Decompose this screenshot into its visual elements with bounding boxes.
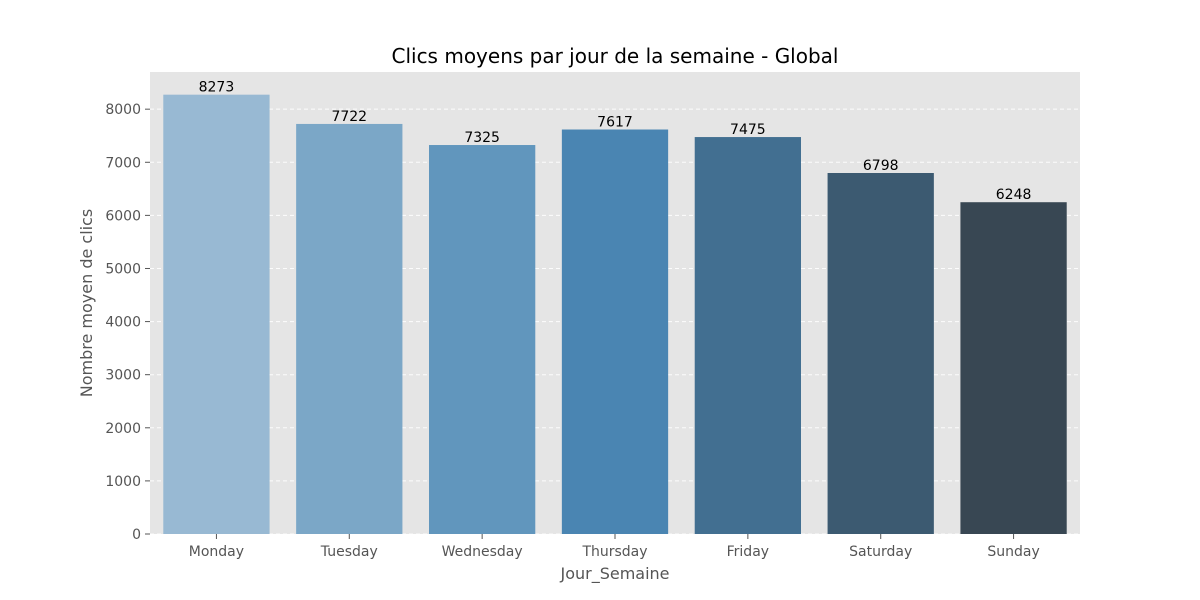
bar-sunday <box>960 202 1067 534</box>
y-tick-label: 7000 <box>105 155 141 171</box>
x-tick-label: Monday <box>189 544 244 560</box>
x-tick-label: Thursday <box>581 544 647 560</box>
y-tick-label: 0 <box>132 527 141 543</box>
bar-friday <box>694 137 801 534</box>
bar-wednesday <box>429 145 536 534</box>
bar-value-label: 6798 <box>863 158 899 174</box>
x-tick-label: Saturday <box>849 544 912 560</box>
data-labels: 8273 7722 7325 7617 7475 6798 6248 <box>199 80 1032 204</box>
bar-value-label: 6248 <box>996 187 1032 203</box>
bar-saturday <box>827 173 934 535</box>
x-tick-label: Tuesday <box>320 544 378 560</box>
y-tick-label: 1000 <box>105 474 141 490</box>
bar-value-label: 8273 <box>199 80 235 96</box>
y-axis-label: Nombre moyen de clics <box>77 209 96 397</box>
bar-value-label: 7475 <box>730 122 766 138</box>
chart-title: Clics moyens par jour de la semaine - Gl… <box>391 44 838 68</box>
y-tick-label: 3000 <box>105 368 141 384</box>
y-tick-label: 6000 <box>105 208 141 224</box>
y-tick-label: 8000 <box>105 102 141 118</box>
x-axis-label: Jour_Semaine <box>559 564 669 584</box>
bar-thursday <box>561 129 669 534</box>
bar-value-label: 7722 <box>331 109 367 125</box>
y-tick-label: 2000 <box>105 421 141 437</box>
y-axis-ticks: 0 1000 2000 3000 4000 5000 6000 7000 8000 <box>105 102 150 543</box>
y-tick-label: 5000 <box>105 261 141 277</box>
bar-value-label: 7325 <box>464 130 500 146</box>
bar-monday <box>163 94 270 534</box>
bar-value-label: 7617 <box>597 115 633 131</box>
x-tick-label: Wednesday <box>442 544 523 560</box>
bar-tuesday <box>296 123 403 534</box>
x-axis-ticks: Monday Tuesday Wednesday Thursday Friday Satu… <box>189 534 1040 560</box>
y-tick-label: 4000 <box>105 315 141 331</box>
x-tick-label: Sunday <box>987 544 1039 560</box>
bars <box>163 94 1067 535</box>
x-tick-label: Friday <box>727 544 769 560</box>
